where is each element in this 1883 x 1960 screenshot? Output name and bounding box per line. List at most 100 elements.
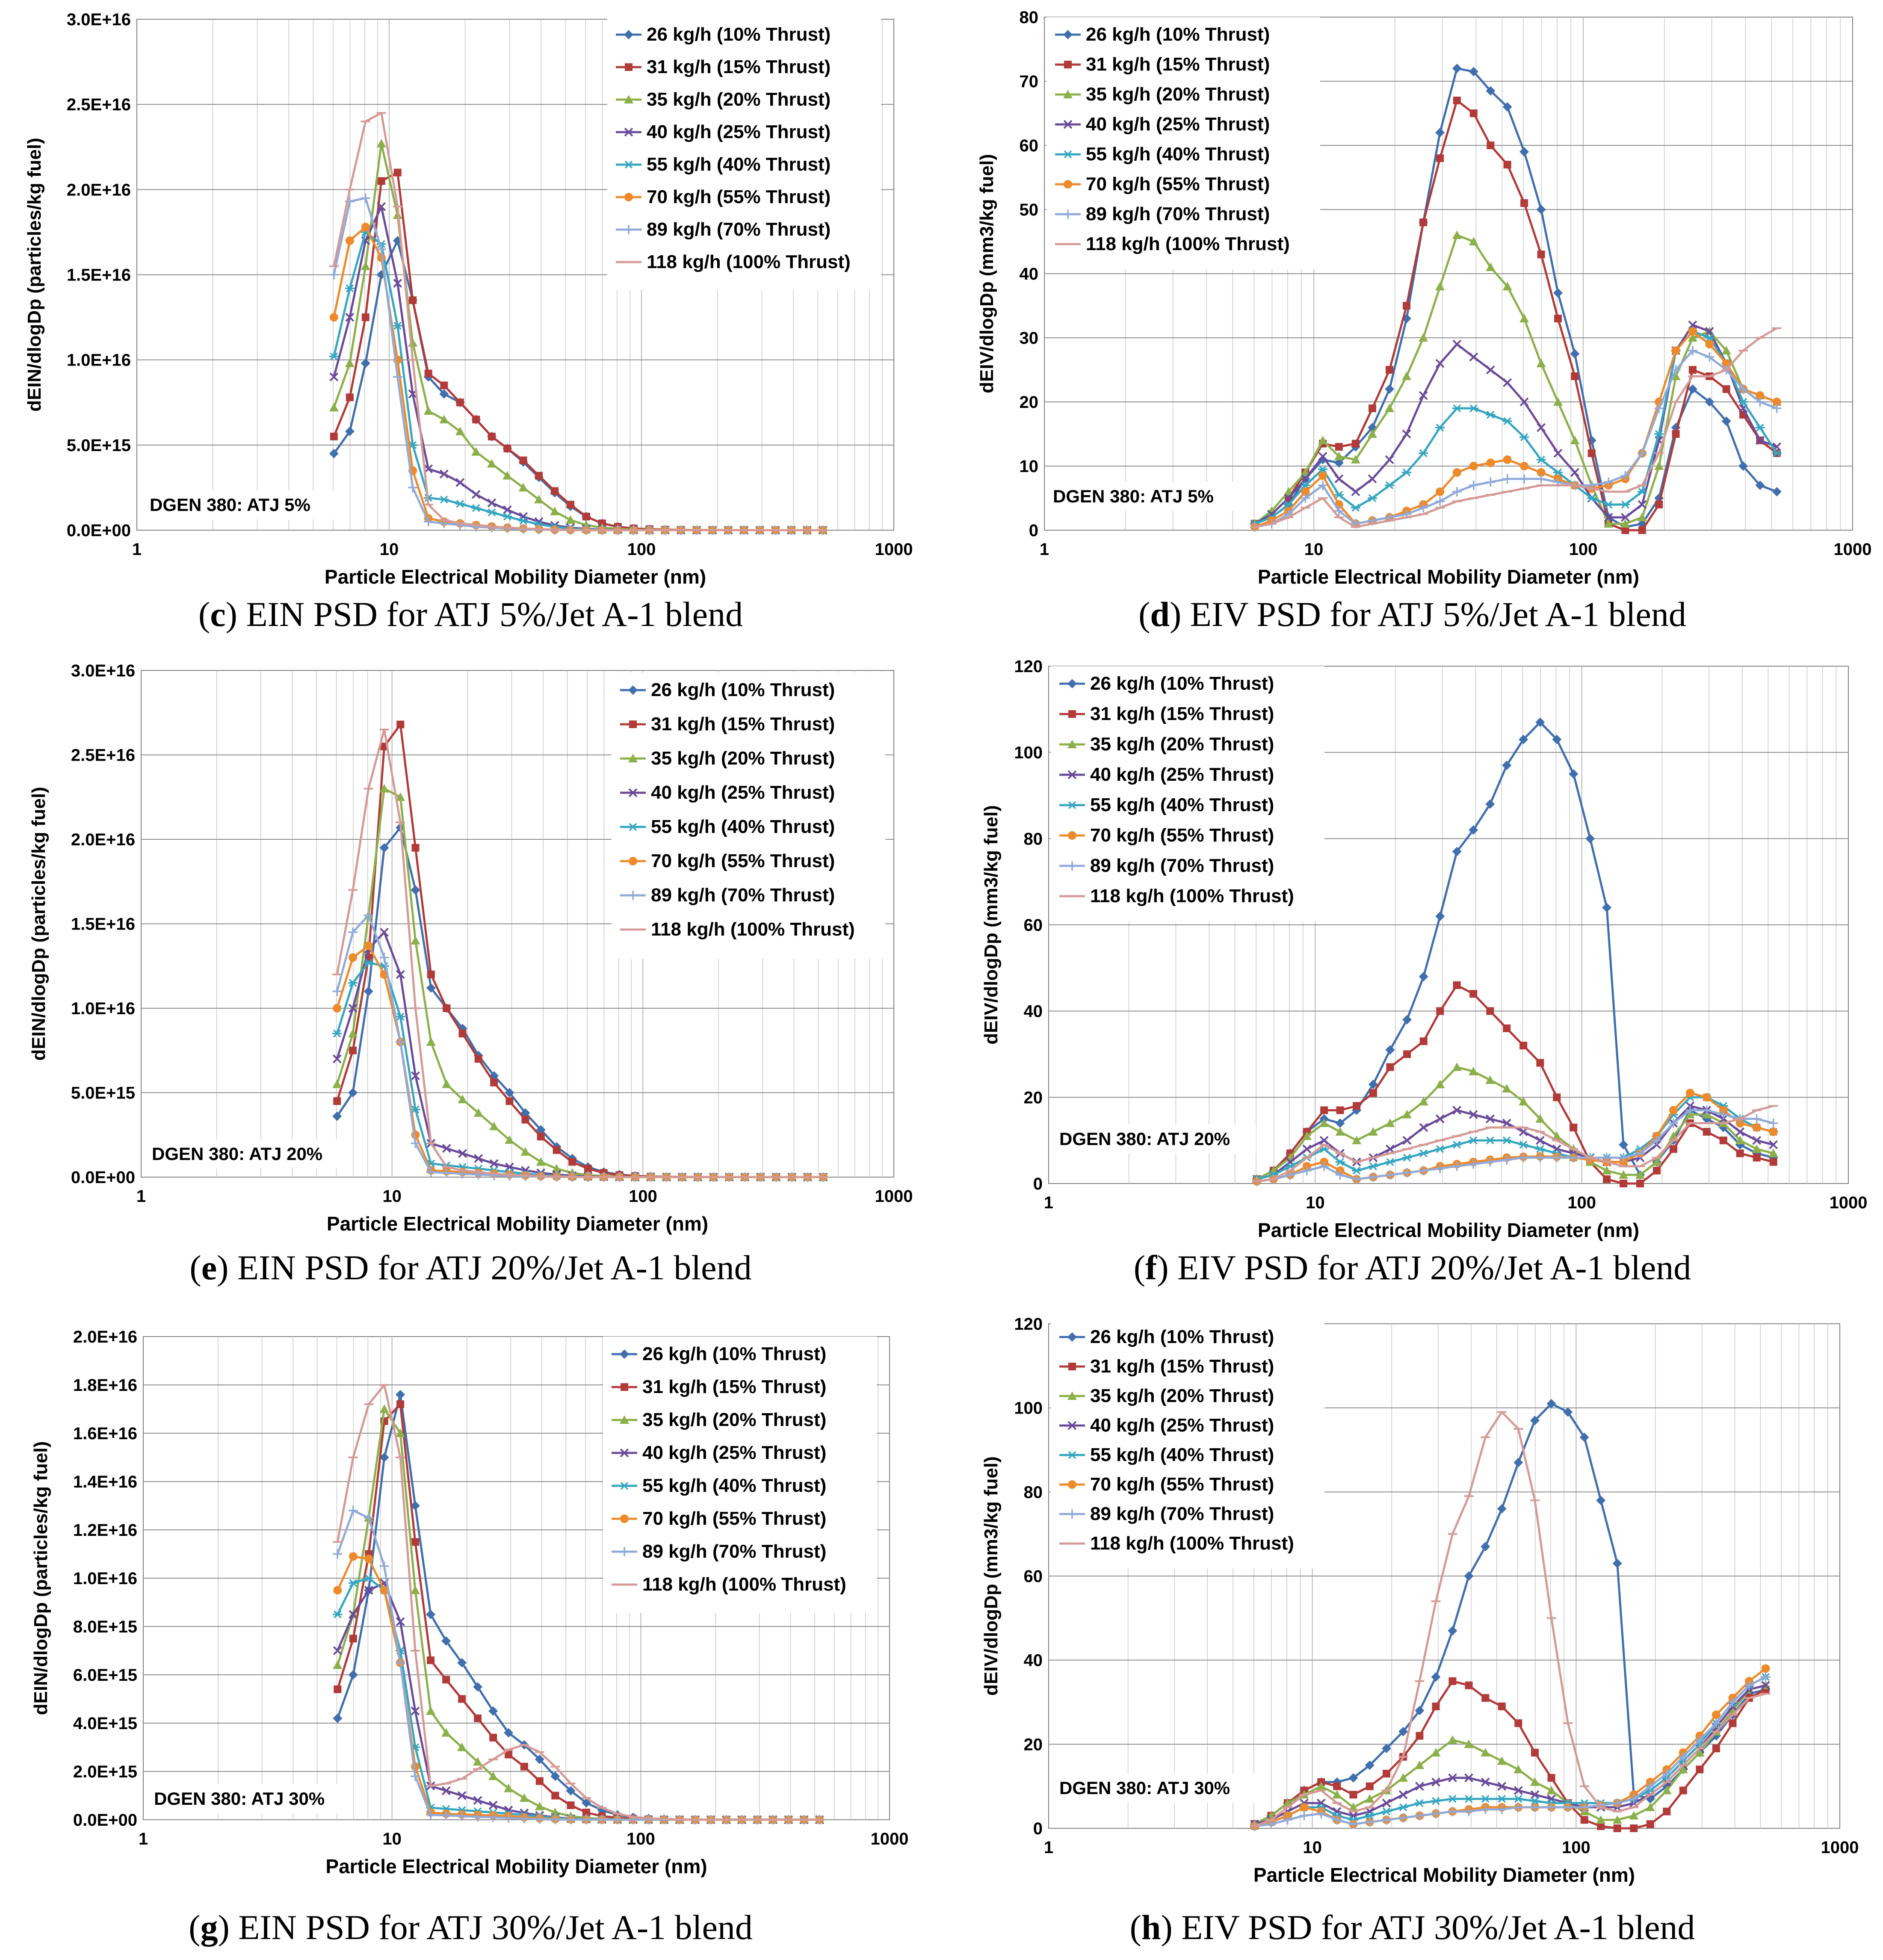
annotation-text: DGEN 380: ATJ 20% (1059, 1129, 1230, 1149)
data-point (1385, 1158, 1395, 1166)
data-point (442, 1144, 451, 1153)
data-point (1531, 1749, 1539, 1756)
legend-item-5: 55 kg/h (40% Thrust) (620, 816, 835, 837)
legend-item-4: 40 kg/h (25% Thrust) (612, 1442, 826, 1463)
data-point (1536, 474, 1546, 484)
data-point (361, 222, 370, 231)
data-point (1519, 474, 1529, 484)
data-point (1728, 1697, 1738, 1707)
legend-label: 31 kg/h (15% Thrust) (1090, 703, 1274, 724)
y-tick-label: 1.0E+16 (71, 999, 135, 1018)
data-point (534, 495, 544, 504)
data-point (552, 1164, 562, 1173)
data-point (473, 1812, 482, 1822)
data-point (471, 504, 481, 512)
data-point (489, 1122, 499, 1131)
series-8 (329, 112, 828, 531)
data-point (550, 1771, 560, 1781)
data-point (1381, 1815, 1391, 1825)
data-point (348, 1579, 358, 1587)
legend-label: 55 kg/h (40% Thrust) (1090, 1444, 1274, 1465)
annotation: DGEN 380: ATJ 5% (1049, 482, 1250, 511)
data-point (1333, 1782, 1341, 1790)
x-tick-labels: 1 10 100 1000 (1044, 1193, 1868, 1212)
data-point (1696, 1765, 1704, 1774)
data-point (364, 959, 373, 967)
data-point (1502, 417, 1512, 425)
data-point (1580, 1816, 1588, 1824)
data-point (1636, 1180, 1644, 1187)
data-point (1645, 1802, 1655, 1811)
data-point (393, 279, 402, 288)
series-line (1256, 1105, 1774, 1183)
data-point (1448, 1795, 1457, 1803)
data-point (1302, 1131, 1312, 1140)
legend-item-8: 118 kg/h (100% Thrust) (1059, 1533, 1294, 1554)
data-point (1772, 449, 1782, 458)
legend-label: 26 kg/h (10% Thrust) (642, 1343, 826, 1364)
y-tick-label: 120 (1014, 1315, 1043, 1334)
data-point (1481, 1804, 1490, 1814)
data-point (329, 313, 338, 322)
y-axis-title: dEIV/dlogDp (mm3/kg fuel) (981, 805, 1002, 1045)
y-axis-title: dEIN/dlogDp (particles/kg fuel) (28, 787, 49, 1061)
data-point (1486, 365, 1495, 375)
x-tick-label: 1 (139, 1830, 148, 1848)
data-point (1671, 365, 1681, 375)
data-point (535, 1801, 544, 1810)
data-point (565, 515, 575, 524)
legend-item-4: 40 kg/h (25% Thrust) (1059, 1415, 1274, 1436)
data-point (1768, 1118, 1778, 1128)
legend-item-5: 55 kg/h (40% Thrust) (1055, 144, 1270, 165)
y-tick-label: 60 (1024, 1567, 1043, 1586)
data-point (1453, 981, 1461, 989)
data-point (1368, 1162, 1378, 1170)
data-point (396, 1400, 405, 1408)
data-point (1718, 1110, 1728, 1119)
data-point (332, 1079, 342, 1088)
data-point (1652, 1166, 1661, 1175)
y-tick-labels: 0.0E+00 5.0E+15 1.0E+16 1.5E+16 2.0E+16 2.5E+… (71, 661, 135, 1187)
legend: 26 kg/h (10% Thrust) 31 kg/h (15% Thrust)… (1046, 17, 1320, 269)
data-point (329, 449, 339, 458)
data-point (1452, 339, 1462, 349)
legend-label: 31 kg/h (15% Thrust) (642, 1376, 826, 1397)
legend-label: 26 kg/h (10% Thrust) (647, 24, 831, 45)
caption-d: (d) EIV PSD for ATJ 5%/Jet A-1 blend (1138, 595, 1686, 634)
data-point (1652, 1136, 1661, 1145)
x-tick-label: 10 (1306, 1193, 1325, 1212)
data-point (1318, 436, 1328, 444)
data-point (442, 1168, 452, 1178)
data-point (1365, 1817, 1375, 1827)
data-point (1486, 458, 1495, 467)
legend-marker (628, 823, 638, 831)
data-point (1712, 1710, 1720, 1719)
data-point (1638, 500, 1647, 509)
legend-label: 40 kg/h (25% Thrust) (651, 782, 835, 803)
legend-marker (1063, 210, 1073, 219)
data-point (408, 483, 418, 493)
annotation-box (1055, 1125, 1256, 1154)
data-point (1498, 1702, 1506, 1710)
data-point (490, 1078, 498, 1086)
data-point (411, 1501, 420, 1511)
data-point (426, 1037, 436, 1046)
data-point (1519, 397, 1529, 407)
data-point (424, 369, 432, 378)
annotation-text: DGEN 380: ATJ 5% (150, 495, 310, 515)
data-point (1352, 1174, 1362, 1184)
data-point (1769, 1140, 1778, 1149)
data-point (1721, 416, 1731, 426)
caption-letter-g: g (200, 1908, 218, 1947)
data-point (1385, 481, 1395, 490)
data-point (505, 1088, 514, 1098)
x-tick-label: 100 (627, 1830, 655, 1848)
legend-label: 40 kg/h (25% Thrust) (1090, 764, 1274, 785)
legend-marker (624, 160, 633, 169)
data-point (1553, 1093, 1561, 1101)
data-point (364, 986, 373, 996)
data-point (1688, 320, 1697, 330)
data-point (1431, 1809, 1441, 1818)
data-point (1452, 1106, 1462, 1115)
